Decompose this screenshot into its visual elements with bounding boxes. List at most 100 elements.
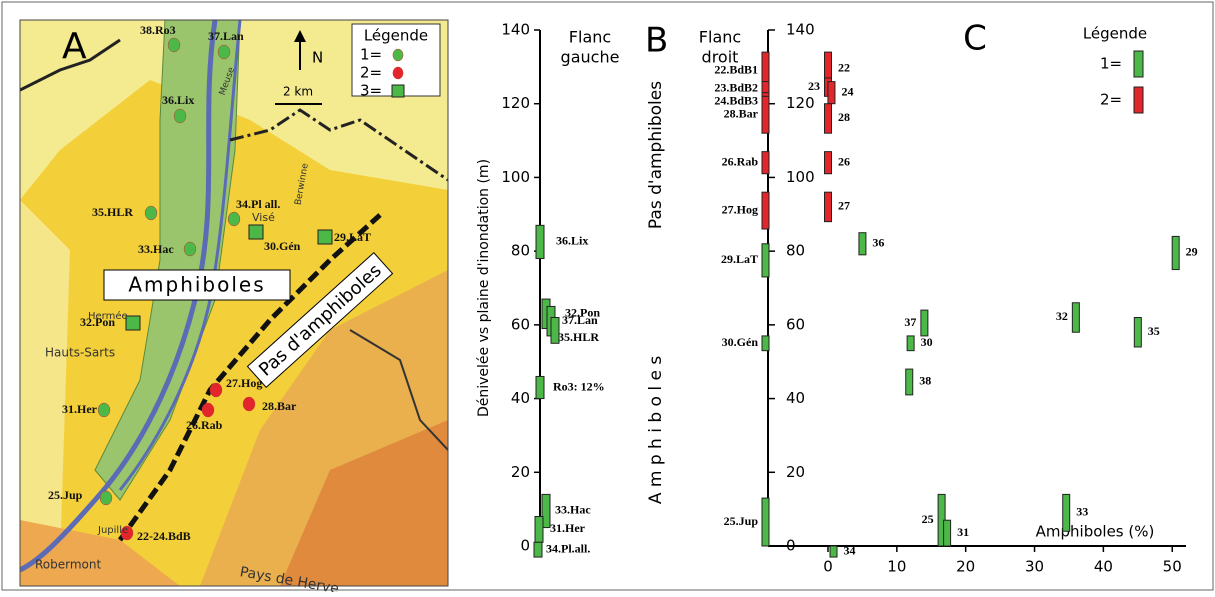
point-bar <box>1134 317 1141 346</box>
bar-label: 37.Lan <box>562 313 598 327</box>
point-label: 26 <box>838 154 850 168</box>
site-bar <box>762 96 769 133</box>
site-bar <box>762 152 769 174</box>
x-tick-label: 40 <box>1094 558 1113 576</box>
y-tick-label: 40 <box>511 389 530 407</box>
point-label: 24 <box>841 84 853 98</box>
y-tick-label: 0 <box>786 537 796 555</box>
x-tick-label: 20 <box>956 558 975 576</box>
bar-label: 31.Her <box>550 521 586 535</box>
site-label: 29.LaT <box>721 252 758 266</box>
y-tick-label: 60 <box>786 315 805 333</box>
point-bar <box>907 336 914 351</box>
bar-label: 34.Pl.all. <box>546 541 590 555</box>
site-label: 30.Gén <box>264 239 301 253</box>
legend-swatch <box>1134 87 1143 113</box>
bar <box>536 376 544 398</box>
site-label: 22-24.BdB <box>137 529 191 543</box>
site-label: 29.LaT <box>334 230 371 244</box>
point-bar <box>906 369 913 395</box>
site-label: 35.HLR <box>92 205 133 219</box>
point-label: 28 <box>838 110 850 124</box>
x-tick-label: 10 <box>887 558 906 576</box>
site-marker <box>184 242 196 256</box>
site-label: 26.Rab <box>186 418 223 432</box>
point-label: 34 <box>844 543 856 557</box>
site-label: 30.Gén <box>722 335 759 349</box>
bar-label: 35.HLR <box>558 330 599 344</box>
y-tick-label: 100 <box>501 168 530 186</box>
site-bar <box>762 336 769 351</box>
site-label: 25.Jup <box>48 488 83 502</box>
site-marker <box>393 49 403 61</box>
side-label: A m p h i b o l e s <box>646 356 666 504</box>
point-label: 31 <box>957 525 969 539</box>
panel-label: C <box>963 19 987 59</box>
y-tick-label: 80 <box>786 242 805 260</box>
point-label: 38 <box>919 374 931 388</box>
bar <box>534 542 542 557</box>
legend-label: 1= <box>360 46 382 64</box>
point-bar <box>828 82 835 104</box>
legend-label: 2= <box>1100 91 1122 109</box>
bar <box>536 225 544 258</box>
bar-label: Ro3: 12% <box>553 379 605 393</box>
site-bar <box>762 192 769 229</box>
y-tick-label: 0 <box>520 537 530 555</box>
legend-title: Légende <box>1083 25 1147 43</box>
panel-title: Flanc <box>569 28 611 47</box>
map: A Légende N 2 km Amphiboles Pas d'amphib… <box>20 20 448 586</box>
y-tick-label: 140 <box>501 21 530 39</box>
y-tick-label: 100 <box>786 168 815 186</box>
place-label: Hauts-Sarts <box>45 346 115 360</box>
site-bar <box>762 244 769 277</box>
legend-label: 3= <box>360 82 382 100</box>
place-label: Hermée <box>88 310 128 322</box>
point-label: 35 <box>1148 324 1160 338</box>
site-label: 28.Bar <box>262 399 297 413</box>
x-tick-label: 50 <box>1163 558 1182 576</box>
point-bar <box>1063 494 1070 531</box>
site-marker <box>126 316 140 330</box>
legend-title: Légende <box>364 27 428 45</box>
point-label: 29 <box>1186 245 1198 259</box>
point-label: 23 <box>808 79 820 93</box>
site-marker <box>202 403 214 417</box>
y-tick-label: 80 <box>511 242 530 260</box>
site-marker <box>249 225 263 239</box>
y-tick-label: 120 <box>786 94 815 112</box>
bar <box>535 517 543 543</box>
panel-label: A <box>62 26 87 67</box>
site-marker <box>228 212 240 226</box>
site-marker <box>243 397 255 411</box>
point-label: 25 <box>922 512 934 526</box>
site-label: 38.Ro3 <box>140 23 176 37</box>
site-marker <box>100 491 112 505</box>
site-marker <box>318 230 332 244</box>
point-bar <box>1172 236 1179 269</box>
legend-label: 2= <box>360 64 382 82</box>
point-label: 22 <box>838 60 850 74</box>
site-marker <box>210 383 222 397</box>
y-tick-label: 40 <box>786 389 805 407</box>
place-label: Jupille <box>97 525 128 536</box>
point-bar <box>825 152 832 174</box>
site-label: 34.Pl all. <box>236 197 280 211</box>
north-label: N <box>312 49 323 67</box>
site-marker <box>393 67 403 79</box>
site-marker <box>174 109 186 123</box>
site-marker <box>98 403 110 417</box>
site-label: 27.Hog <box>226 376 262 390</box>
point-label: 36 <box>872 236 884 250</box>
panel-title: Flanc <box>699 28 741 47</box>
site-label: 22.BdB1 <box>714 62 758 76</box>
place-label: Visé <box>252 211 275 224</box>
bar-label: 36.Lix <box>556 234 588 248</box>
point-label: 27 <box>838 199 850 213</box>
point-bar <box>921 310 928 336</box>
scale-label: 2 km <box>283 85 313 99</box>
site-marker <box>168 38 180 52</box>
x-axis-label: Amphiboles (%) <box>1036 523 1155 541</box>
point-bar <box>944 520 951 546</box>
site-label: 24.BdB3 <box>714 94 758 108</box>
